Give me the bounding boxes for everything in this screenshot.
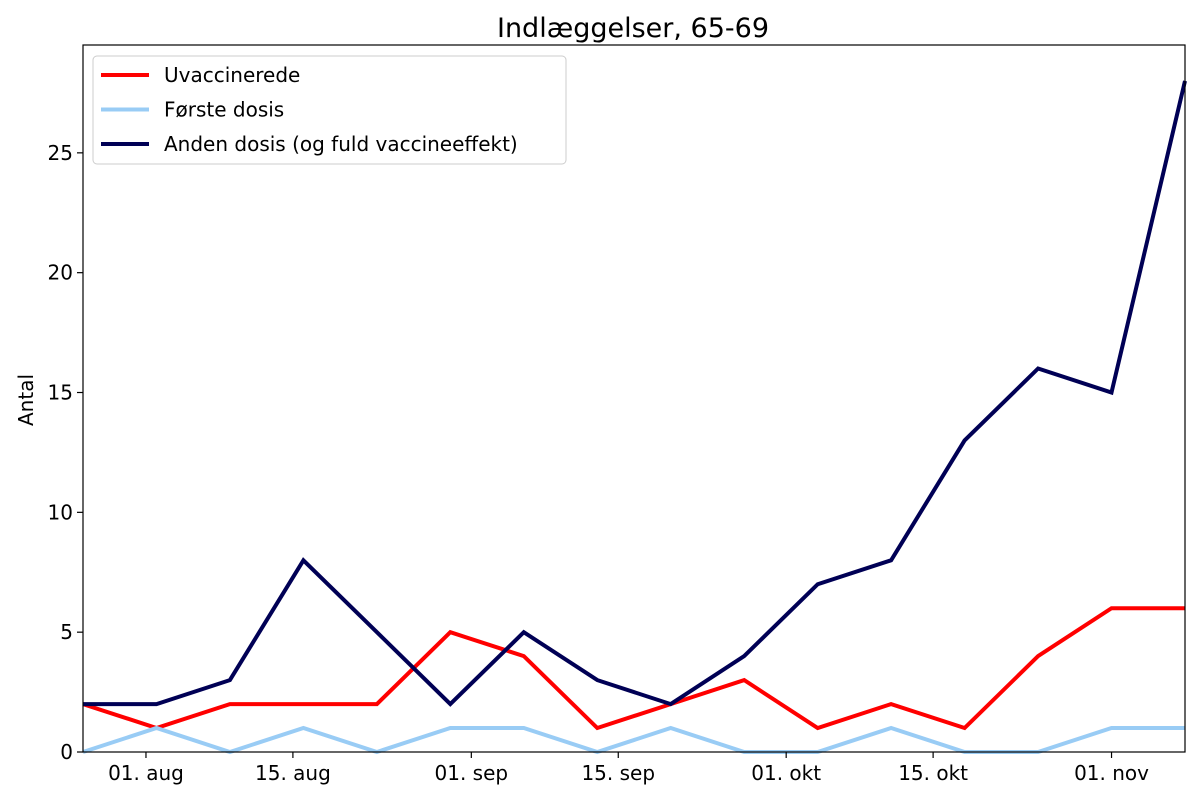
x-tick-label: 15. sep [581, 761, 655, 785]
x-tick-label: 01. nov [1074, 761, 1149, 785]
plot-frame [82, 44, 1186, 753]
y-axis-label: Antal [14, 374, 38, 426]
y-tick-label: 0 [60, 740, 73, 764]
series-line-0 [82, 606, 1185, 731]
legend-label-0: Uvaccinerede [164, 63, 300, 87]
legend-label-2: Anden dosis (og fuld vaccineeffekt) [164, 132, 518, 156]
axes-group: 0 5 10 15 20 25 01. aug 15. aug 01. sep 15. sep 01… [48, 44, 1186, 785]
x-tick-label: 15. aug [255, 761, 331, 785]
x-tick-label: 01. okt [751, 761, 821, 785]
x-tick-label: 15. okt [898, 761, 968, 785]
y-tick-label: 10 [48, 500, 73, 524]
series-group [82, 80, 1187, 755]
chart-title: Indlæggelser, 65-69 [497, 13, 769, 44]
y-tick-label: 15 [48, 381, 73, 405]
legend-label-1: Første dosis [164, 98, 284, 122]
legend-box [92, 55, 567, 165]
y-tick-label: 25 [48, 141, 73, 165]
y-tick-label: 5 [60, 620, 73, 644]
series-line-2 [83, 80, 1187, 707]
y-tick-label: 20 [48, 261, 73, 285]
x-tick-label: 01. aug [108, 761, 184, 785]
x-tick-label: 01. sep [435, 761, 509, 785]
series-line-1 [82, 725, 1185, 755]
legend: Uvaccinerede Første dosis Anden dosis (og … [92, 55, 567, 165]
